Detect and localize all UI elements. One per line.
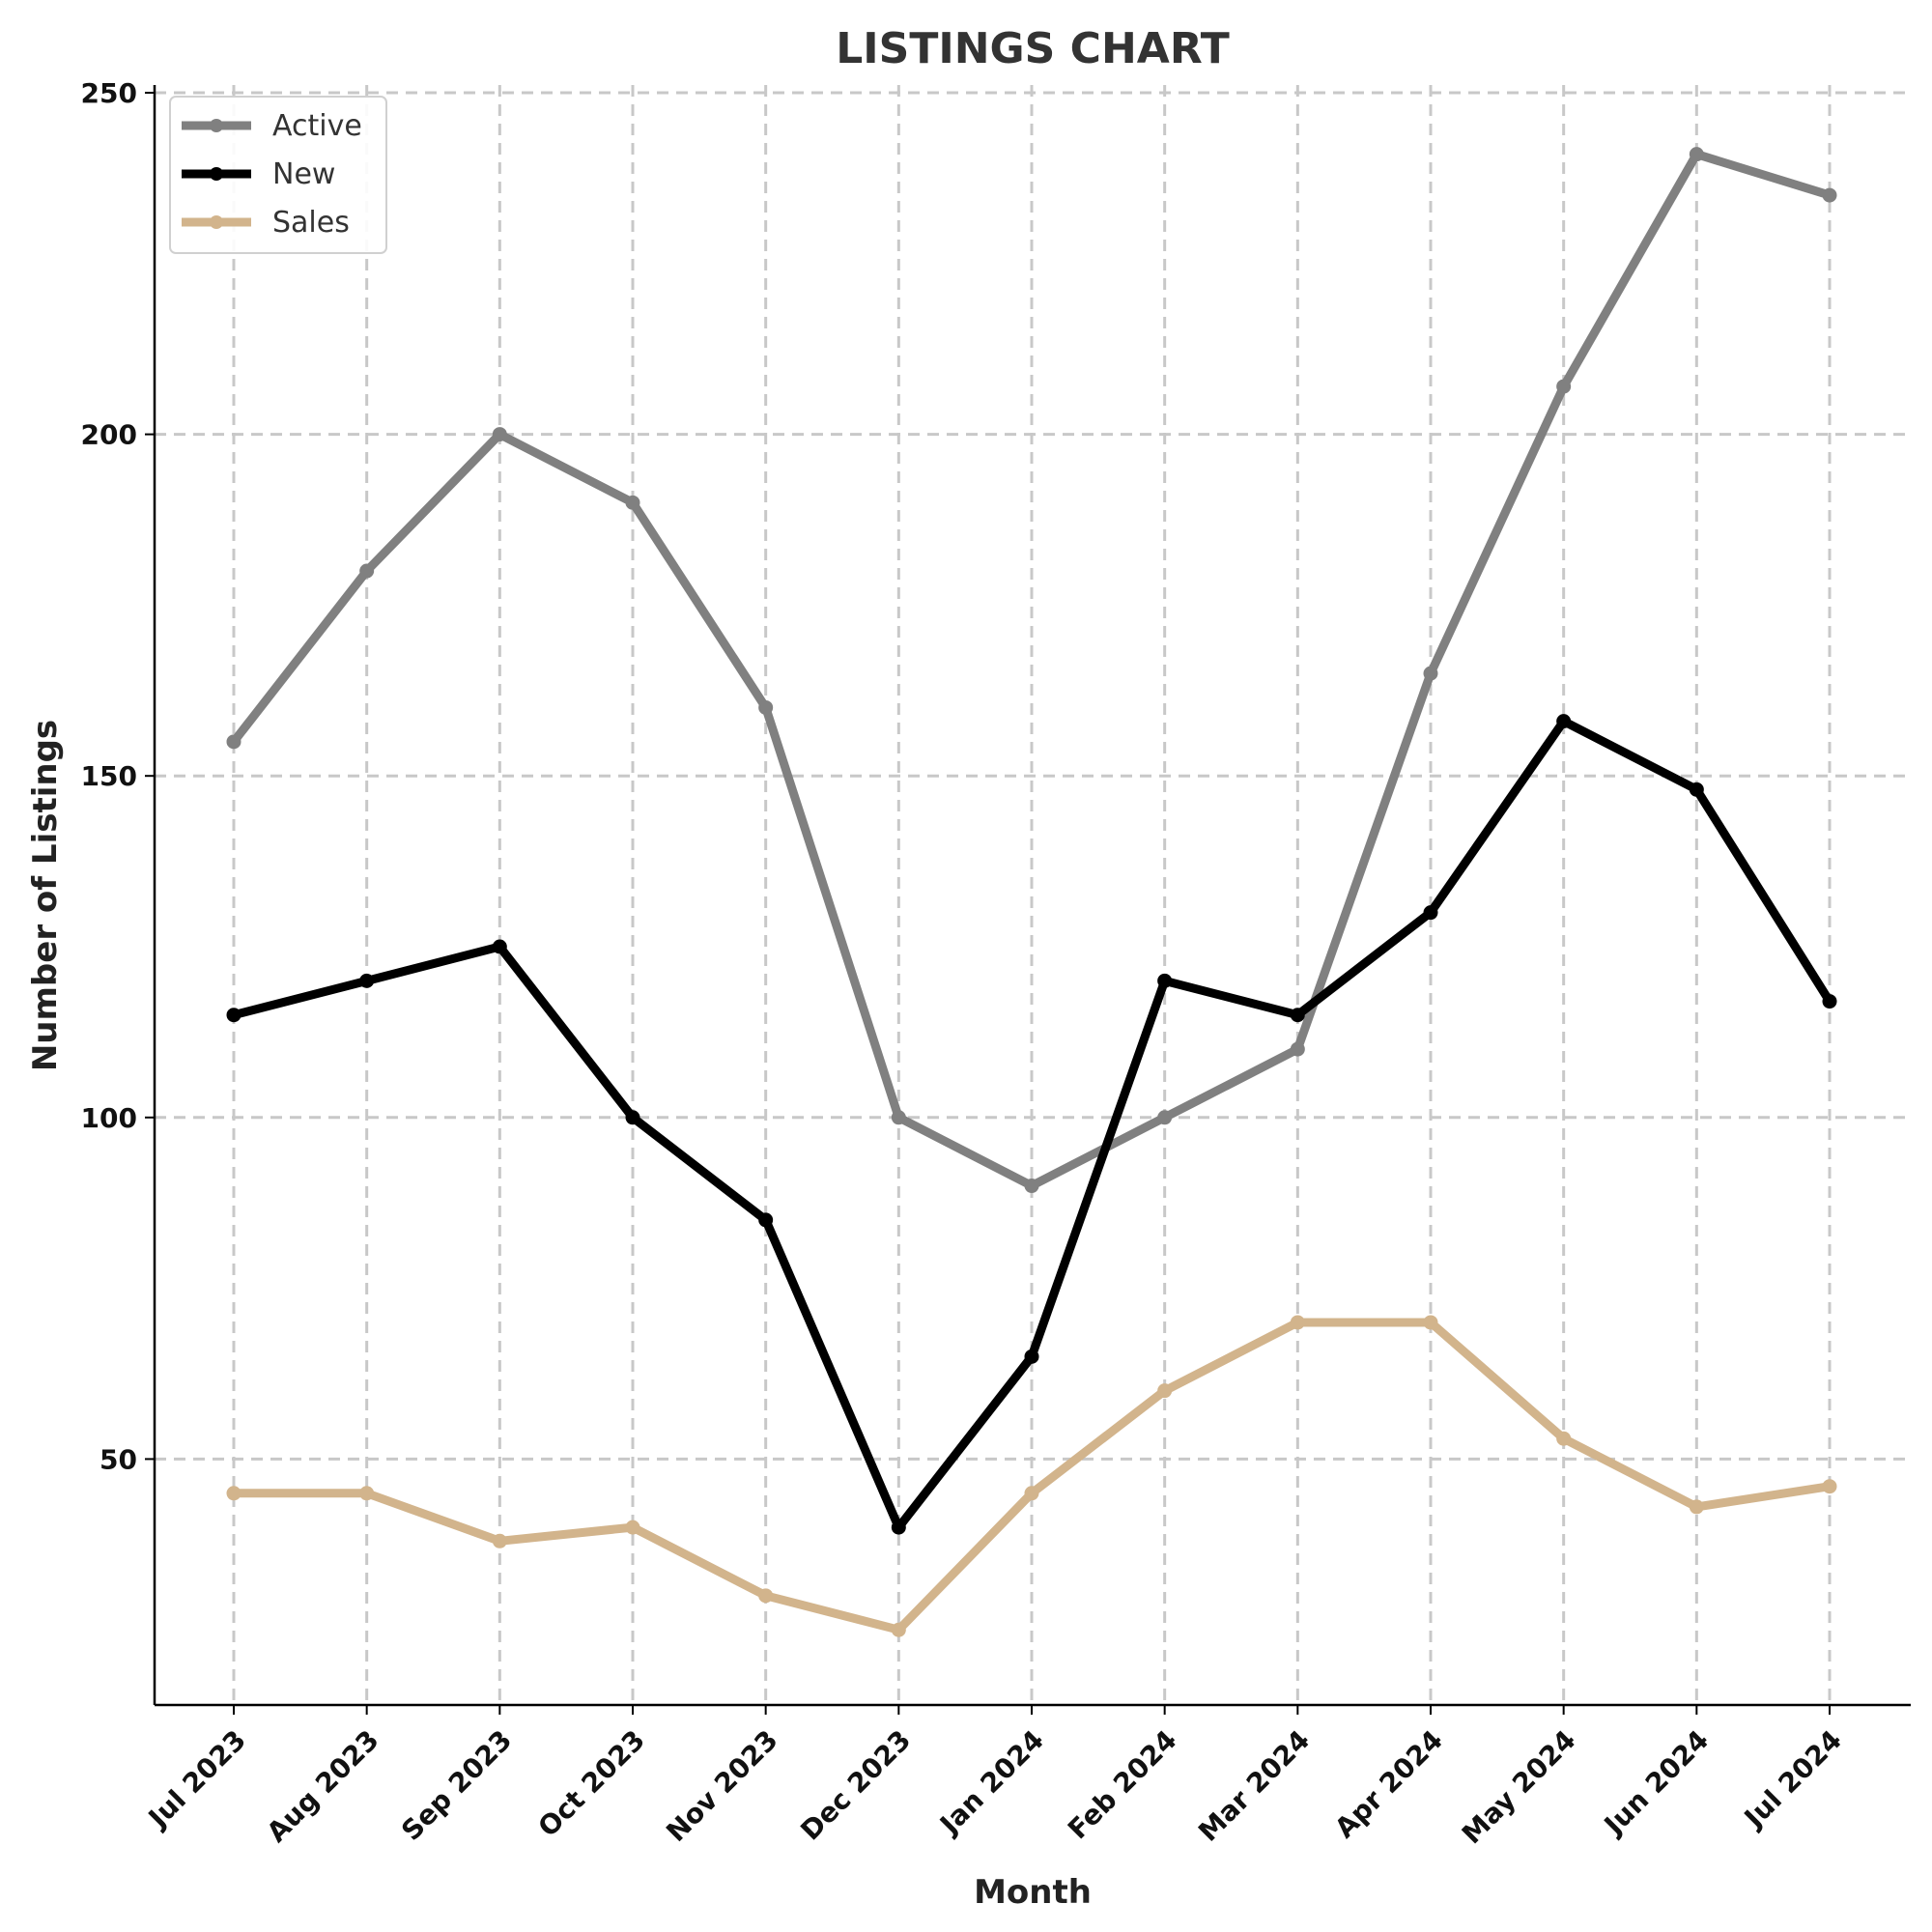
legend-item-sales: Sales xyxy=(182,206,350,240)
legend-marker xyxy=(210,215,223,229)
data-point-new xyxy=(891,1520,906,1535)
series-lines xyxy=(226,147,1837,1637)
data-point-sales xyxy=(1822,1479,1837,1494)
data-point-sales xyxy=(1024,1486,1039,1501)
data-point-active xyxy=(758,699,774,715)
data-point-new xyxy=(1157,973,1173,988)
legend-label: Active xyxy=(272,109,362,143)
y-axis-label: Number of Listings xyxy=(26,720,65,1071)
data-point-sales xyxy=(359,1486,375,1501)
data-point-new xyxy=(1556,714,1572,729)
data-point-sales xyxy=(1423,1315,1438,1330)
data-point-new xyxy=(1024,1349,1039,1364)
data-point-new xyxy=(359,973,375,988)
data-point-sales xyxy=(1157,1383,1173,1399)
data-point-active xyxy=(1157,1110,1173,1125)
legend-label: New xyxy=(272,157,335,191)
data-point-new xyxy=(226,1008,242,1023)
data-point-sales xyxy=(1290,1315,1305,1330)
data-point-active xyxy=(1689,147,1704,162)
data-point-active xyxy=(1822,187,1837,203)
data-point-active xyxy=(1423,666,1438,681)
axes xyxy=(145,85,1911,1715)
data-point-active xyxy=(1290,1041,1305,1057)
x-axis-label: Month xyxy=(974,1873,1092,1912)
data-point-active xyxy=(359,563,375,579)
legend-box xyxy=(169,96,387,254)
data-point-new xyxy=(492,939,507,954)
data-point-new xyxy=(625,1110,640,1125)
legend: Active New Sales xyxy=(169,96,387,254)
y-tick-label: 100 xyxy=(81,1102,137,1134)
data-point-sales xyxy=(625,1520,640,1535)
legend-marker xyxy=(210,167,223,181)
data-point-active xyxy=(891,1110,906,1125)
data-point-active xyxy=(625,495,640,510)
chart-title: LISTINGS CHART xyxy=(836,24,1230,73)
data-point-new xyxy=(1822,994,1837,1009)
y-tick-label: 250 xyxy=(81,77,137,109)
data-point-new xyxy=(758,1212,774,1228)
data-point-active xyxy=(492,427,507,442)
data-point-sales xyxy=(1689,1499,1704,1515)
data-point-sales xyxy=(758,1588,774,1604)
data-point-active xyxy=(1556,379,1572,394)
legend-item-new: New xyxy=(182,157,335,191)
y-tick-labels: 50 100 150 200 250 xyxy=(81,77,137,1475)
series-sales xyxy=(226,1315,1837,1637)
data-point-new xyxy=(1290,1008,1305,1023)
y-tick-label: 200 xyxy=(81,419,137,451)
series-active xyxy=(226,147,1837,1194)
data-point-new xyxy=(1423,905,1438,921)
data-point-sales xyxy=(891,1622,906,1637)
y-tick-label: 50 xyxy=(99,1443,137,1475)
legend-item-active: Active xyxy=(182,109,362,143)
legend-marker xyxy=(210,119,223,132)
data-point-active xyxy=(226,734,242,750)
data-point-new xyxy=(1689,781,1704,797)
legend-label: Sales xyxy=(272,206,350,240)
series-new xyxy=(226,714,1837,1535)
data-point-sales xyxy=(492,1533,507,1548)
grid-lines xyxy=(155,85,1911,1705)
data-point-sales xyxy=(1556,1431,1572,1446)
data-point-active xyxy=(1024,1179,1039,1194)
data-point-sales xyxy=(226,1486,242,1501)
y-tick-label: 150 xyxy=(81,760,137,792)
